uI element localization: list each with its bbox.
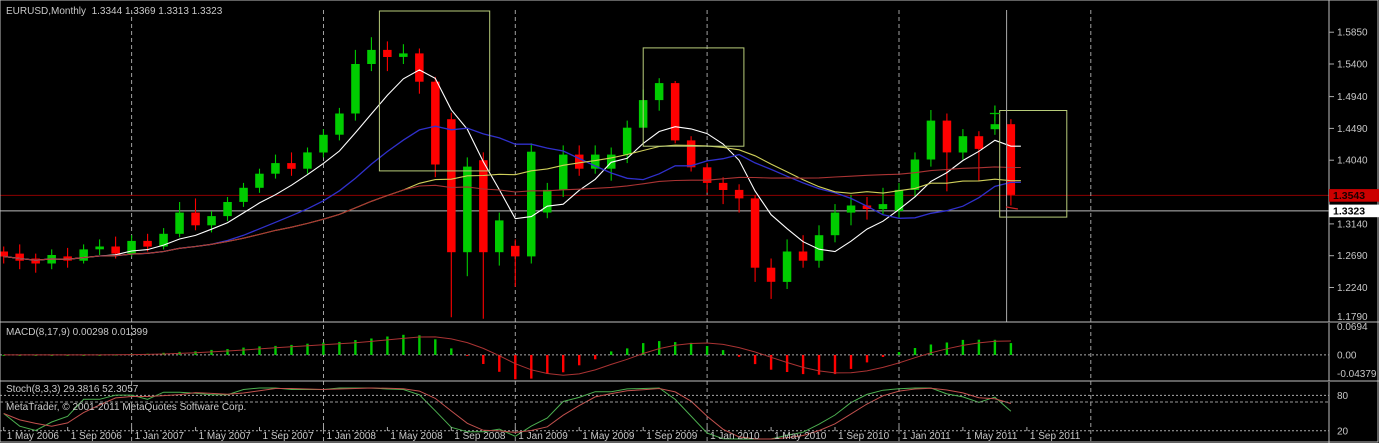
- svg-text:1 Jan 2011: 1 Jan 2011: [902, 431, 951, 442]
- svg-text:1.3543: 1.3543: [1333, 190, 1365, 202]
- svg-text:1 Sep 2011: 1 Sep 2011: [1030, 431, 1081, 442]
- svg-text:Stoch(8,3,3) 29.3816 52.3057: Stoch(8,3,3) 29.3816 52.3057: [6, 384, 139, 395]
- svg-text:1 May 2011: 1 May 2011: [966, 431, 1018, 442]
- svg-text:1 Sep 2006: 1 Sep 2006: [71, 431, 123, 442]
- svg-text:MACD(8,17,9) 0.00298 0.01399: MACD(8,17,9) 0.00298 0.01399: [6, 327, 148, 338]
- svg-text:MetaTrader, © 2001-2011 MetaQu: MetaTrader, © 2001-2011 MetaQuotes Softw…: [6, 402, 246, 413]
- svg-text:1.5850: 1.5850: [1337, 28, 1368, 39]
- svg-text:1.2240: 1.2240: [1337, 283, 1368, 294]
- svg-text:1.4040: 1.4040: [1337, 156, 1368, 167]
- svg-text:1.5400: 1.5400: [1337, 60, 1368, 71]
- svg-text:-0.04379: -0.04379: [1337, 369, 1377, 380]
- svg-text:1.3140: 1.3140: [1337, 219, 1368, 230]
- svg-text:20: 20: [1337, 426, 1349, 437]
- svg-text:1.4490: 1.4490: [1337, 124, 1368, 135]
- svg-text:1 May 2010: 1 May 2010: [774, 431, 827, 442]
- svg-text:1.3323: 1.3323: [1333, 205, 1365, 217]
- svg-text:EURUSD,Monthly 1.3344 1.3369: EURUSD,Monthly 1.3344 1.3369 1.3313 1.33…: [6, 6, 223, 17]
- svg-text:1 Sep 2010: 1 Sep 2010: [838, 431, 890, 442]
- svg-text:0.0694: 0.0694: [1337, 322, 1368, 333]
- svg-text:1 May 2009: 1 May 2009: [582, 431, 635, 442]
- svg-text:1 May 2007: 1 May 2007: [199, 431, 252, 442]
- svg-text:1.2690: 1.2690: [1337, 251, 1368, 262]
- svg-text:1.4940: 1.4940: [1337, 92, 1368, 103]
- svg-text:1 May 2008: 1 May 2008: [390, 431, 443, 442]
- svg-text:1 Jan 2010: 1 Jan 2010: [710, 431, 760, 442]
- svg-text:1 Sep 2009: 1 Sep 2009: [646, 431, 698, 442]
- svg-text:1 May 2006: 1 May 2006: [7, 431, 60, 442]
- svg-text:1 Jan 2007: 1 Jan 2007: [135, 431, 185, 442]
- svg-text:1 Jan 2008: 1 Jan 2008: [327, 431, 377, 442]
- svg-text:0.00: 0.00: [1337, 350, 1357, 361]
- svg-text:80: 80: [1337, 391, 1349, 402]
- svg-text:1 Sep 2008: 1 Sep 2008: [454, 431, 506, 442]
- svg-text:1 Jan 2009: 1 Jan 2009: [518, 431, 568, 442]
- svg-text:1 Sep 2007: 1 Sep 2007: [263, 431, 315, 442]
